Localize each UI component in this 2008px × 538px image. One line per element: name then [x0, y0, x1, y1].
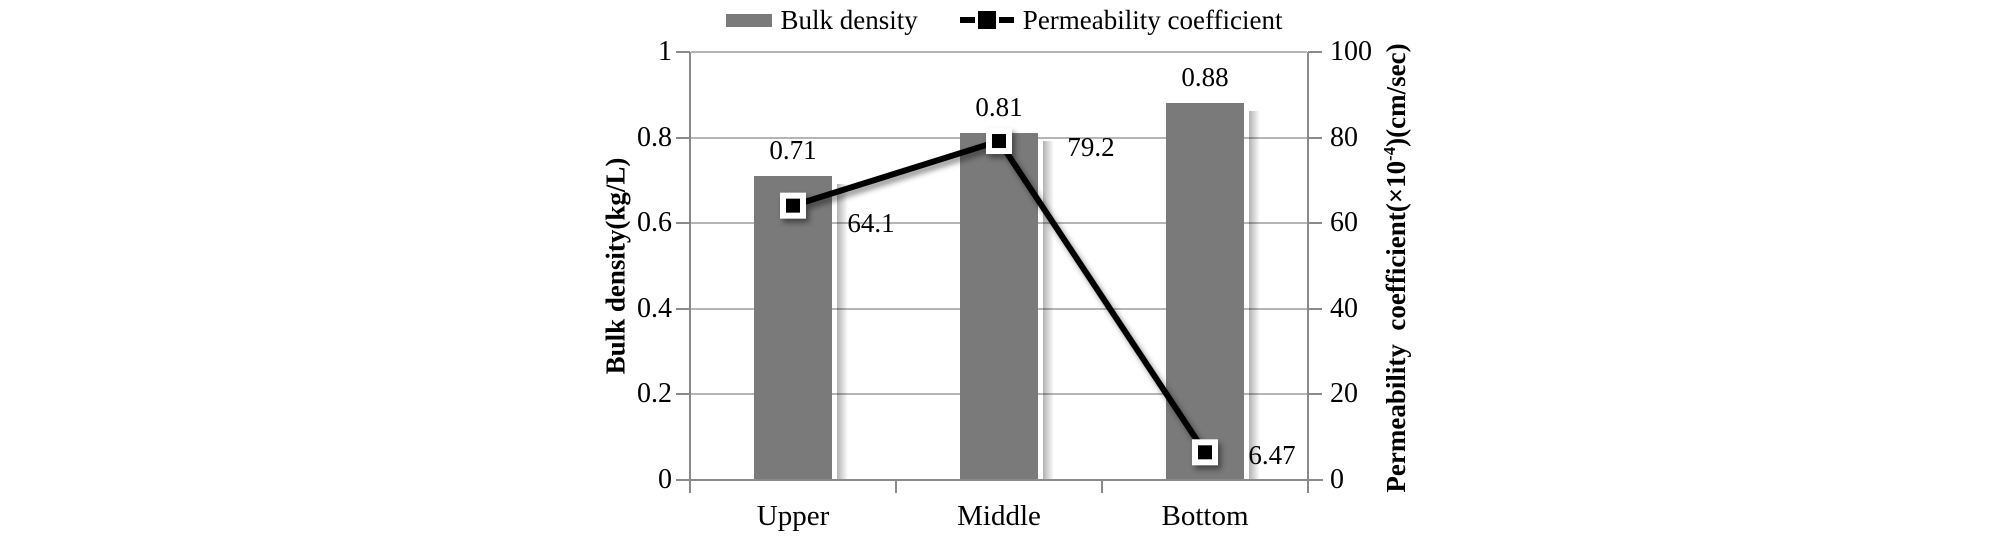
- line-marker-icon: [780, 192, 806, 219]
- left-axis-title: Bulk density(kg/L): [600, 157, 631, 375]
- left-axis-tick-label: 0.8: [637, 121, 672, 153]
- right-axis-tick: [1308, 222, 1322, 225]
- legend-item-permeability: Permeability coefficient: [959, 5, 1283, 35]
- left-axis-tick: [676, 136, 690, 139]
- line-value-label: 6.47: [1248, 440, 1296, 471]
- line-marker-icon: [986, 128, 1012, 155]
- bar-value-label: 0.81: [975, 92, 1023, 123]
- right-axis-tick-label: 100: [1330, 36, 1372, 67]
- x-axis-tick: [689, 480, 691, 493]
- left-axis-tick: [676, 393, 690, 396]
- bar-value-label: 0.71: [769, 135, 817, 166]
- x-axis-tick: [1307, 480, 1309, 493]
- x-axis-line: [683, 479, 1323, 481]
- right-axis-line: [1307, 52, 1309, 480]
- x-axis-tick: [895, 480, 897, 493]
- plot-area: 0.71 Upper 0.81 Middle 0.88 Bottom 64.1 79.2 6.4…: [690, 51, 1308, 531]
- right-axis-tick-label: 60: [1330, 207, 1358, 239]
- line-series: [780, 128, 1218, 466]
- legend-label-permeability: Permeability coefficient: [1022, 5, 1283, 35]
- x-axis-category-label: Bottom: [1161, 500, 1249, 532]
- right-axis-tick: [1308, 393, 1322, 396]
- right-axis-tick-label: 40: [1330, 292, 1358, 324]
- left-axis-tick: [676, 307, 690, 310]
- right-axis-tick: [1308, 136, 1322, 139]
- line-path: [792, 137, 1208, 454]
- left-axis-tick: [676, 222, 690, 225]
- left-axis-tick-label: 0: [658, 464, 672, 495]
- left-axis-tick-label: 0.4: [637, 292, 672, 324]
- right-axis-tick: [1308, 479, 1322, 481]
- left-axis-tick-label: 0.6: [637, 207, 672, 239]
- legend-item-bulk-density: Bulk density: [725, 5, 918, 35]
- right-axis-tick-label: 20: [1330, 378, 1358, 410]
- bar: [960, 133, 1054, 480]
- bar-series-swatch-icon: [725, 13, 772, 27]
- right-axis-title: Permeability coefficient(×10-4)(cm/sec): [1380, 43, 1411, 493]
- left-axis-line: [689, 52, 691, 493]
- legend-label-bulk-density: Bulk density: [780, 5, 918, 35]
- right-axis-tick-label: 0: [1330, 464, 1344, 495]
- gridline: [691, 51, 1307, 53]
- x-axis-category-label: Middle: [957, 500, 1041, 532]
- right-axis-tick: [1308, 307, 1322, 310]
- line-value-label: 64.1: [847, 207, 895, 238]
- x-axis-tick: [1101, 480, 1103, 493]
- line-series-swatch-icon: [959, 11, 1014, 29]
- legend: Bulk density Permeability coefficient: [0, 2, 2008, 38]
- line-marker-icon: [1192, 439, 1218, 466]
- left-axis-tick-label: 1: [658, 36, 672, 67]
- line-value-label: 79.2: [1067, 132, 1115, 163]
- left-axis-tick-label: 0.2: [637, 378, 672, 410]
- bar-value-label: 0.88: [1181, 62, 1229, 93]
- left-axis-tick: [676, 51, 690, 53]
- bar: [754, 176, 848, 480]
- right-axis-tick-label: 80: [1330, 121, 1358, 153]
- x-axis-category-label: Upper: [756, 500, 830, 532]
- left-axis-tick: [676, 479, 690, 481]
- right-axis-tick: [1308, 51, 1322, 53]
